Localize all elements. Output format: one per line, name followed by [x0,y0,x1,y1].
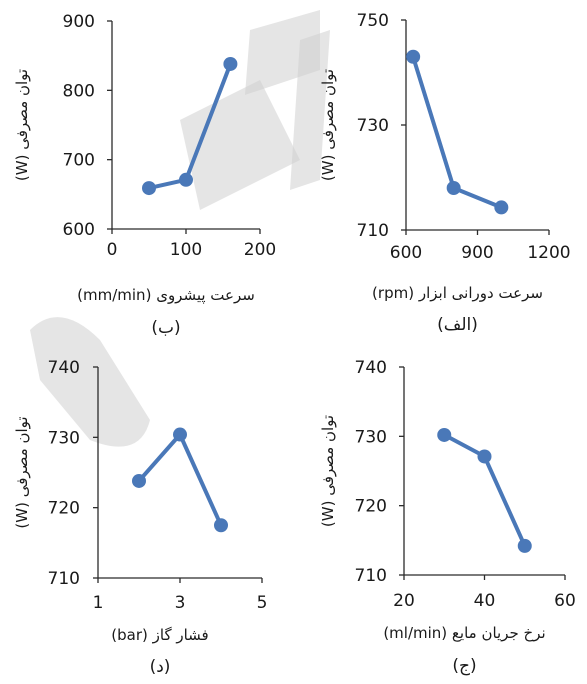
x-tick-label: 5 [257,593,268,613]
y-tick-label: 710 [48,569,80,589]
y-axis-label: توان مصرفی (W) [319,415,337,527]
y-tick-label: 750 [357,11,389,31]
chart-panel-1: 600 700 800 900 0 100 200 سرعت پیشروی (mm/min) ت… [13,12,276,338]
data-point [214,518,228,533]
y-tick-label: 710 [355,566,387,586]
series-line [137,432,223,527]
panel-label: (ج) [452,656,476,676]
x-tick-label: 60 [554,591,576,611]
y-tick-label: 740 [355,358,387,378]
y-tick-label: 720 [48,499,80,519]
y-axis-label: توان مصرفی (W) [13,69,31,181]
y-axis-label: توان مصرفی (W) [319,69,337,181]
data-point [517,538,532,553]
x-axis-label: نرخ جریان مایع (ml/min) [383,624,545,642]
y-tick-label: 720 [355,497,387,517]
x-tick-label: 1 [93,593,104,613]
x-tick-label: 100 [170,240,202,260]
y-tick-label: 730 [355,427,387,447]
data-point [437,427,452,442]
x-tick-label: 600 [390,243,422,263]
x-tick-label: 20 [393,591,415,611]
y-tick-label: 900 [63,12,95,32]
y-tick-label: 800 [63,81,95,101]
panel-label: (د) [150,657,171,677]
y-tick-label: 740 [48,358,80,378]
y-tick-label: 730 [48,428,80,448]
data-point [142,181,156,196]
x-tick-label: 0 [107,240,118,260]
data-point [173,427,187,442]
data-point [406,49,421,64]
y-tick-label: 710 [357,221,389,241]
x-tick-label: 3 [175,593,186,613]
chart-panel-4: 710 720 730 740 20 40 60 نرخ جریان مایع (ml/min… [319,358,576,676]
data-point [223,56,238,71]
y-axis-label: توان مصرفی (W) [13,416,31,528]
chart-panel-3: 710 720 730 740 1 3 5 فشار گاز (bar) توان مصرفی … [13,358,267,677]
x-tick-label: 200 [244,240,276,260]
chart-panel-2: 710 730 750 600 900 1200 سرعت دورانی ابزار (rp… [319,11,571,335]
x-tick-label: 40 [474,591,496,611]
x-axis-label: سرعت پیشروی (mm/min) [77,286,255,305]
data-point [132,473,146,488]
x-tick-label: 1200 [527,243,570,263]
y-tick-label: 700 [63,151,95,171]
data-point [494,200,509,215]
y-tick-label: 730 [357,116,389,136]
data-point [477,449,492,464]
x-axis-label: فشار گاز (bar) [111,626,208,644]
x-tick-label: 900 [461,243,493,263]
x-axis-label: سرعت دورانی ابزار (rpm) [372,284,543,302]
panel-label: (الف) [437,315,478,335]
data-point [446,181,461,195]
panel-label: (ب) [151,318,180,338]
data-point [179,172,193,187]
y-tick-label: 600 [63,220,95,240]
